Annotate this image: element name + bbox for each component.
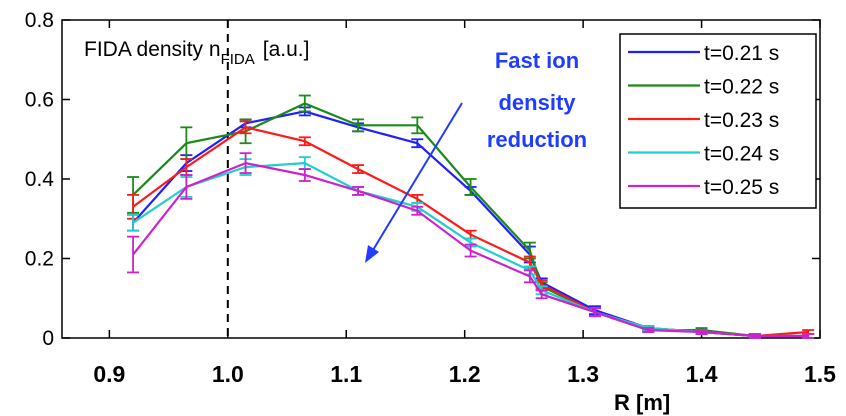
series-t=0.25 s [127,152,815,339]
legend-label: t=0.21 s [704,42,779,65]
series-layer [127,94,815,339]
x-tick-label: 1.3 [567,361,599,387]
y-axis: 0 0.2 0.4 0.6 0.8 [25,9,820,350]
x-axis-label: R [m] [614,390,670,415]
x-tick-label: 0.9 [93,361,125,387]
y-tick-label: 0.8 [25,9,54,32]
legend-label: t=0.24 s [704,143,779,166]
legend: t=0.21 s t=0.22 s t=0.23 s t=0.24 s t=0.25 s [619,33,817,209]
series-line [132,102,809,338]
y-tick-label: 0.2 [25,248,54,271]
annotation-line-3: reduction [487,127,587,152]
series-line [132,161,809,338]
x-tick-label: 1.4 [686,361,718,387]
x-tick-label: 1.0 [212,361,244,387]
x-tick-label: 1.2 [449,361,481,387]
x-axis: 0.9 1.0 1.1 1.2 1.3 1.4 1.5 [93,20,836,387]
legend-label: t=0.25 s [704,176,779,199]
y-tick-label: 0.4 [25,168,55,191]
annotation-line-2: density [498,90,576,115]
legend-label: t=0.22 s [704,76,779,99]
annotation-arrow-head [365,245,379,263]
x-tick-label: 1.5 [804,361,836,387]
legend-box [619,33,817,209]
x-tick-label: 1.1 [330,361,362,387]
inner-title: FIDA density nFIDA [a.u.] [84,38,309,68]
y-tick-label: 0.6 [25,89,54,112]
annotation-arrow-shaft [369,102,463,256]
annotation-line-1: Fast ion [495,48,579,73]
legend-label: t=0.23 s [704,109,779,132]
y-tick-label: 0 [42,327,54,350]
